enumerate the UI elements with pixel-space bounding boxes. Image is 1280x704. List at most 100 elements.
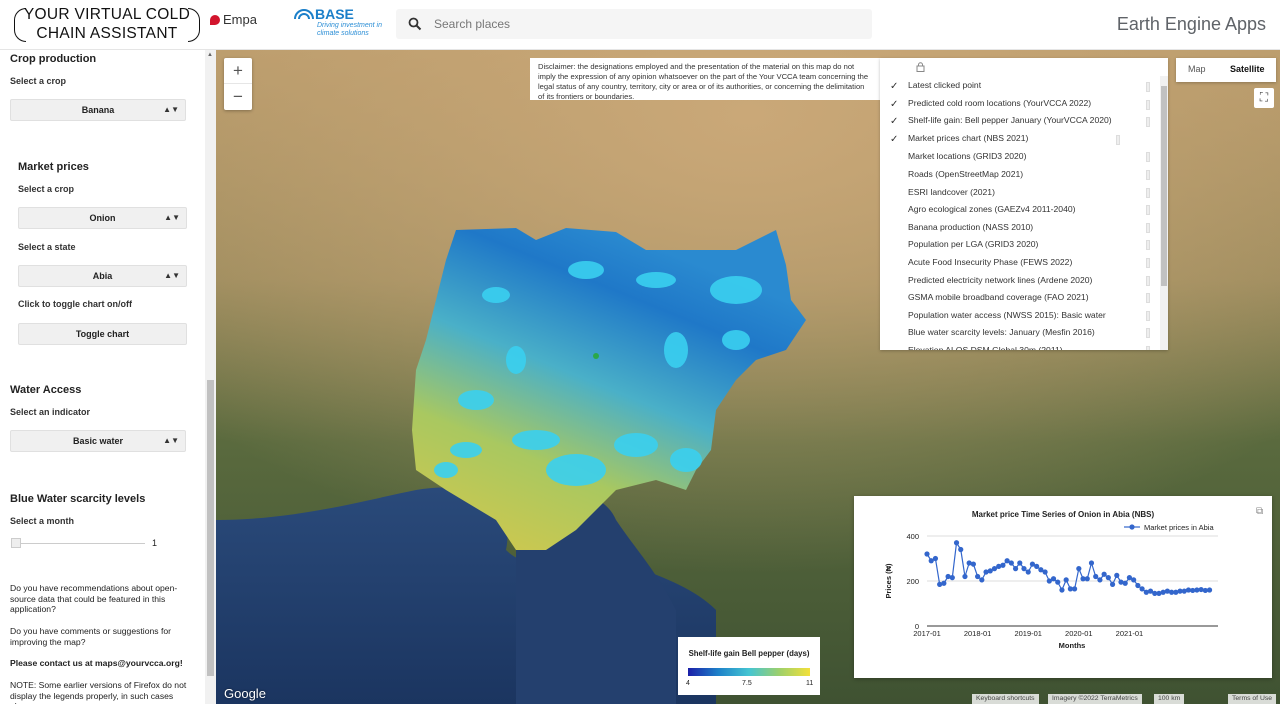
layer-opacity-slider[interactable] bbox=[1116, 134, 1120, 145]
layer-opacity-slider[interactable] bbox=[1146, 222, 1150, 233]
data-point bbox=[1202, 587, 1208, 594]
data-point bbox=[1059, 587, 1065, 593]
layer-opacity-slider[interactable] bbox=[1146, 82, 1150, 92]
checkbox-icon[interactable] bbox=[890, 256, 900, 266]
layer-opacity-slider[interactable] bbox=[1146, 117, 1150, 128]
month-slider-track[interactable] bbox=[12, 543, 145, 544]
data-point bbox=[949, 575, 955, 581]
scroll-up-icon[interactable]: ▲ bbox=[207, 52, 213, 58]
map-type-satellite-button[interactable]: Satellite bbox=[1230, 64, 1265, 74]
layer-item[interactable]: Roads (OpenStreetMap 2021) bbox=[890, 168, 1150, 182]
month-slider-handle[interactable] bbox=[11, 538, 21, 548]
layer-item[interactable]: ✓ Shelf-life gain: Bell pepper January (Y… bbox=[890, 115, 1150, 129]
checkbox-icon[interactable] bbox=[890, 291, 900, 301]
layer-item[interactable]: ✓ Latest clicked point bbox=[890, 80, 1150, 94]
x-tick-label: 2018-01 bbox=[964, 629, 992, 638]
market-crop-select[interactable]: Onion ▲▼ bbox=[18, 207, 187, 229]
map-canvas[interactable]: + − Disclaimer: the designations employe… bbox=[216, 50, 1280, 704]
layer-item[interactable]: Agro ecological zones (GAEZv4 2011-2040) bbox=[890, 203, 1150, 217]
data-point bbox=[1021, 566, 1027, 572]
market-state-select[interactable]: Abia ▲▼ bbox=[18, 265, 187, 287]
layer-opacity-slider[interactable] bbox=[1146, 293, 1150, 304]
checkbox-checked-icon[interactable]: ✓ bbox=[890, 116, 899, 128]
layer-label: ESRI landcover (2021) bbox=[908, 186, 995, 197]
checkbox-icon[interactable] bbox=[890, 309, 900, 319]
layer-item[interactable]: ✓ Predicted cold room locations (YourVCCA… bbox=[890, 98, 1150, 112]
fullscreen-icon[interactable]: ⛶ bbox=[1254, 88, 1274, 108]
checkbox-icon[interactable] bbox=[890, 168, 900, 178]
month-slider-value: 1 bbox=[152, 538, 158, 548]
layer-item[interactable]: Population per LGA (GRID3 2020) bbox=[890, 238, 1150, 252]
layer-item[interactable]: Elevation ALOS DSM Global 30m (2011) bbox=[890, 344, 1150, 350]
checkbox-icon[interactable] bbox=[890, 221, 900, 231]
x-axis-label: Months bbox=[1059, 641, 1086, 650]
layer-item[interactable]: ✓ Market prices chart (NBS 2021) bbox=[890, 132, 1120, 147]
layer-opacity-slider[interactable] bbox=[1146, 258, 1150, 268]
layers-scrollbar[interactable] bbox=[1160, 76, 1168, 350]
layer-label: Elevation ALOS DSM Global 30m (2011) bbox=[908, 345, 1063, 350]
empa-logo[interactable]: Empa bbox=[210, 12, 257, 27]
layer-label: Market prices chart (NBS 2021) bbox=[908, 132, 1029, 143]
popout-icon[interactable]: ⧉ bbox=[1256, 506, 1264, 517]
lock-icon[interactable] bbox=[916, 62, 925, 72]
layer-item[interactable]: Population water access (NWSS 2015): Bas… bbox=[890, 309, 1150, 323]
layer-item[interactable]: Predicted electricity network lines (Ard… bbox=[890, 274, 1150, 288]
map-scale[interactable]: 100 km bbox=[1154, 694, 1185, 704]
toggle-chart-button[interactable]: Toggle chart bbox=[18, 323, 187, 345]
disclaimer-box: Disclaimer: the designations employed an… bbox=[530, 58, 880, 100]
water-access-select[interactable]: Basic water ▲▼ bbox=[10, 430, 186, 452]
crop-production-select[interactable]: Banana ▲▼ bbox=[10, 99, 186, 121]
layers-scrollbar-thumb[interactable] bbox=[1161, 86, 1167, 286]
layer-item[interactable]: Banana production (NASS 2010) bbox=[890, 221, 1150, 235]
sidebar-scrollbar-track[interactable] bbox=[205, 50, 216, 704]
earth-engine-apps-link[interactable]: Earth Engine Apps bbox=[1116, 14, 1266, 34]
layer-opacity-slider[interactable] bbox=[1146, 240, 1150, 251]
layer-opacity-slider[interactable] bbox=[1146, 187, 1150, 198]
yourvcca-logo[interactable]: YOUR VIRTUAL COLD CHAIN ASSISTANT bbox=[14, 5, 200, 45]
sidebar-scrollbar-thumb[interactable] bbox=[207, 380, 214, 676]
app-header: YOUR VIRTUAL COLD CHAIN ASSISTANT Empa B… bbox=[0, 0, 1280, 50]
shelf-life-legend: Shelf-life gain Bell pepper (days) 4 7.5… bbox=[678, 637, 820, 695]
layer-opacity-slider[interactable] bbox=[1146, 310, 1150, 321]
layer-item[interactable]: ESRI landcover (2021) bbox=[890, 186, 1150, 200]
keyboard-shortcuts-link[interactable]: Keyboard shortcuts bbox=[972, 694, 1039, 704]
layer-opacity-slider[interactable] bbox=[1146, 152, 1150, 163]
layer-opacity-slider[interactable] bbox=[1146, 99, 1150, 110]
data-point bbox=[1152, 590, 1158, 596]
layer-item[interactable]: Market locations (GRID3 2020) bbox=[890, 150, 1150, 164]
data-point bbox=[1105, 575, 1111, 581]
data-point bbox=[941, 580, 947, 586]
data-point bbox=[1088, 560, 1095, 566]
layer-opacity-slider[interactable] bbox=[1146, 205, 1150, 216]
data-point bbox=[1055, 579, 1061, 585]
layer-item[interactable]: Acute Food Insecurity Phase (FEWS 2022) bbox=[890, 256, 1150, 270]
data-point bbox=[1042, 569, 1048, 575]
data-point bbox=[1143, 589, 1149, 595]
checkbox-icon[interactable] bbox=[890, 274, 900, 284]
layer-item[interactable]: GSMA mobile broadband coverage (FAO 2021… bbox=[890, 291, 1150, 305]
checkbox-checked-icon[interactable]: ✓ bbox=[890, 133, 899, 145]
checkbox-icon[interactable] bbox=[890, 326, 900, 336]
base-logo-icon bbox=[294, 9, 314, 20]
checkbox-icon[interactable] bbox=[890, 150, 900, 160]
layer-item[interactable]: Blue water scarcity levels: January (Mes… bbox=[890, 326, 1150, 340]
search-input[interactable] bbox=[434, 14, 854, 34]
layer-label: Agro ecological zones (GAEZv4 2011-2040) bbox=[908, 204, 1076, 215]
checkbox-icon[interactable] bbox=[890, 186, 900, 196]
data-point bbox=[1139, 586, 1145, 592]
zoom-in-button[interactable]: + bbox=[224, 58, 252, 84]
blue-water-heading: Blue Water scarcity levels bbox=[10, 493, 146, 505]
checkbox-checked-icon[interactable]: ✓ bbox=[890, 98, 899, 110]
base-logo[interactable]: BASE Driving investment in climate solut… bbox=[293, 5, 382, 38]
checkbox-icon[interactable] bbox=[890, 344, 900, 350]
map-type-map-button[interactable]: Map bbox=[1188, 64, 1206, 74]
checkbox-icon[interactable] bbox=[890, 238, 900, 248]
layer-opacity-slider[interactable] bbox=[1146, 170, 1150, 180]
checkbox-icon[interactable] bbox=[890, 203, 900, 213]
layer-opacity-slider[interactable] bbox=[1146, 346, 1150, 350]
layer-opacity-slider[interactable] bbox=[1146, 275, 1150, 286]
checkbox-checked-icon[interactable]: ✓ bbox=[890, 81, 899, 92]
terms-of-use-link[interactable]: Terms of Use bbox=[1228, 694, 1277, 704]
zoom-out-button[interactable]: − bbox=[233, 87, 243, 106]
layer-opacity-slider[interactable] bbox=[1146, 328, 1150, 339]
